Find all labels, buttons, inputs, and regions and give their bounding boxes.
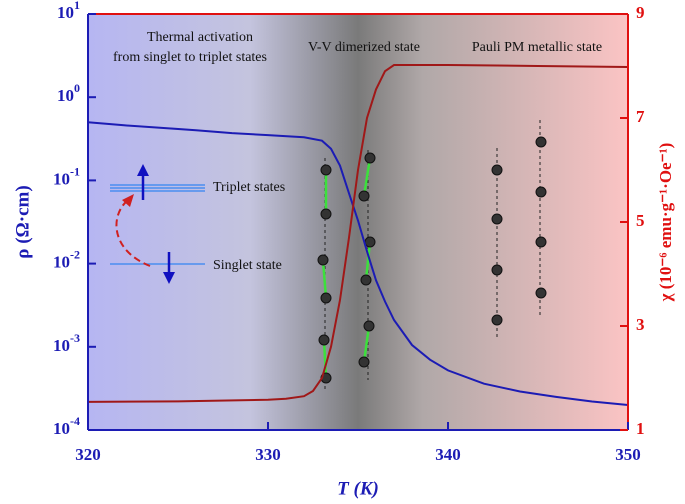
y-tick-base: 10: [53, 253, 70, 272]
annotation: Thermal activation: [147, 30, 253, 45]
y-tick-label: 10-3: [53, 331, 80, 355]
annotation: V-V dimerized state: [308, 40, 420, 55]
y-tick-base: 10: [53, 419, 70, 438]
y-tick-base: 10: [53, 336, 70, 355]
x-tick-label: 320: [75, 445, 101, 464]
y2-tick-label: 1: [636, 419, 645, 438]
y-tick-exponent: -4: [70, 414, 80, 428]
y-tick-exponent: 0: [74, 81, 80, 95]
y-tick-exponent: -3: [70, 331, 80, 345]
y-tick-base: 10: [57, 86, 74, 105]
y-tick-label: 10-2: [53, 247, 80, 271]
data-line: [87, 121, 629, 406]
y-tick-exponent: 1: [74, 0, 80, 12]
y-tick-label: 10-1: [53, 164, 80, 188]
y2-tick-label: 9: [636, 3, 645, 22]
y-tick-label: 10-4: [53, 414, 80, 438]
annotation: Singlet state: [213, 258, 282, 273]
annotation: Triplet states: [213, 180, 285, 195]
y2-tick-label: 5: [636, 211, 645, 230]
y-tick-base: 10: [53, 169, 70, 188]
y-axis-label: ρ (Ω·cm): [12, 185, 33, 258]
annotation: from singlet to triplet states: [113, 50, 267, 65]
y-tick-label: 101: [57, 0, 80, 22]
y2-tick-label: 3: [636, 315, 645, 334]
x-tick-label: 350: [615, 445, 641, 464]
data-line: [87, 64, 629, 403]
y2-tick-label: 7: [636, 107, 645, 126]
y-tick-exponent: -1: [70, 164, 80, 178]
y2-axis-label: χ (10⁻⁶ emu·g⁻¹·Oe⁻¹): [656, 143, 675, 303]
y-tick-label: 100: [57, 81, 80, 105]
y-tick-base: 10: [57, 3, 74, 22]
annotation: Pauli PM metallic state: [472, 40, 602, 55]
energy-diagram: [110, 164, 205, 284]
y-tick-exponent: -2: [70, 247, 80, 261]
x-tick-label: 340: [435, 445, 461, 464]
x-axis-label: T (K): [337, 478, 379, 499]
x-tick-label: 330: [255, 445, 281, 464]
